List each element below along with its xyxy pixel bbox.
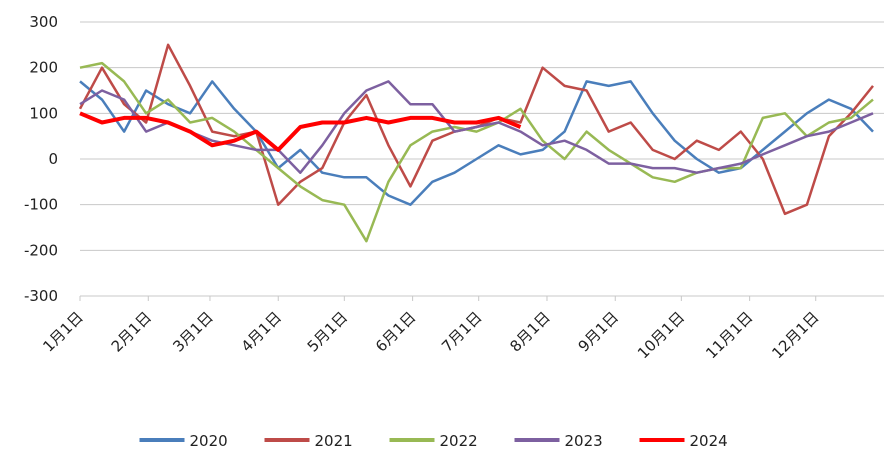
legend-label: 2023	[565, 432, 603, 450]
x-tick-label: 6月1日	[372, 308, 419, 355]
x-tick-label: 4月1日	[238, 308, 285, 355]
x-tick-label: 1月1日	[39, 308, 86, 355]
y-tick-label: -100	[24, 196, 58, 214]
x-tick-label: 11月1日	[702, 308, 756, 362]
series-line	[79, 61, 874, 243]
x-tick-label: 10月1日	[634, 308, 688, 362]
x-tick-label: 7月1日	[438, 308, 485, 355]
legend-label: 2022	[440, 432, 478, 450]
legend-label: 2021	[315, 432, 353, 450]
legend-label: 2020	[190, 432, 228, 450]
x-tick-label: 12月1日	[768, 308, 822, 362]
x-tick-label: 3月1日	[169, 308, 216, 355]
y-tick-label: 300	[29, 13, 58, 31]
series-line	[79, 111, 522, 152]
series-line	[79, 80, 874, 174]
y-tick-label: -200	[24, 241, 58, 259]
series-line	[79, 80, 874, 206]
series-line	[78, 43, 874, 216]
x-tick-label: 8月1日	[506, 308, 553, 355]
x-tick-label: 9月1日	[575, 308, 622, 355]
y-tick-label: 0	[48, 150, 58, 168]
x-tick-label: 5月1日	[304, 308, 351, 355]
y-tick-label: -300	[24, 287, 58, 305]
y-tick-label: 200	[29, 59, 58, 77]
x-tick-label: 2月1日	[108, 308, 155, 355]
legend-label: 2024	[690, 432, 728, 450]
y-tick-label: 100	[29, 104, 58, 122]
